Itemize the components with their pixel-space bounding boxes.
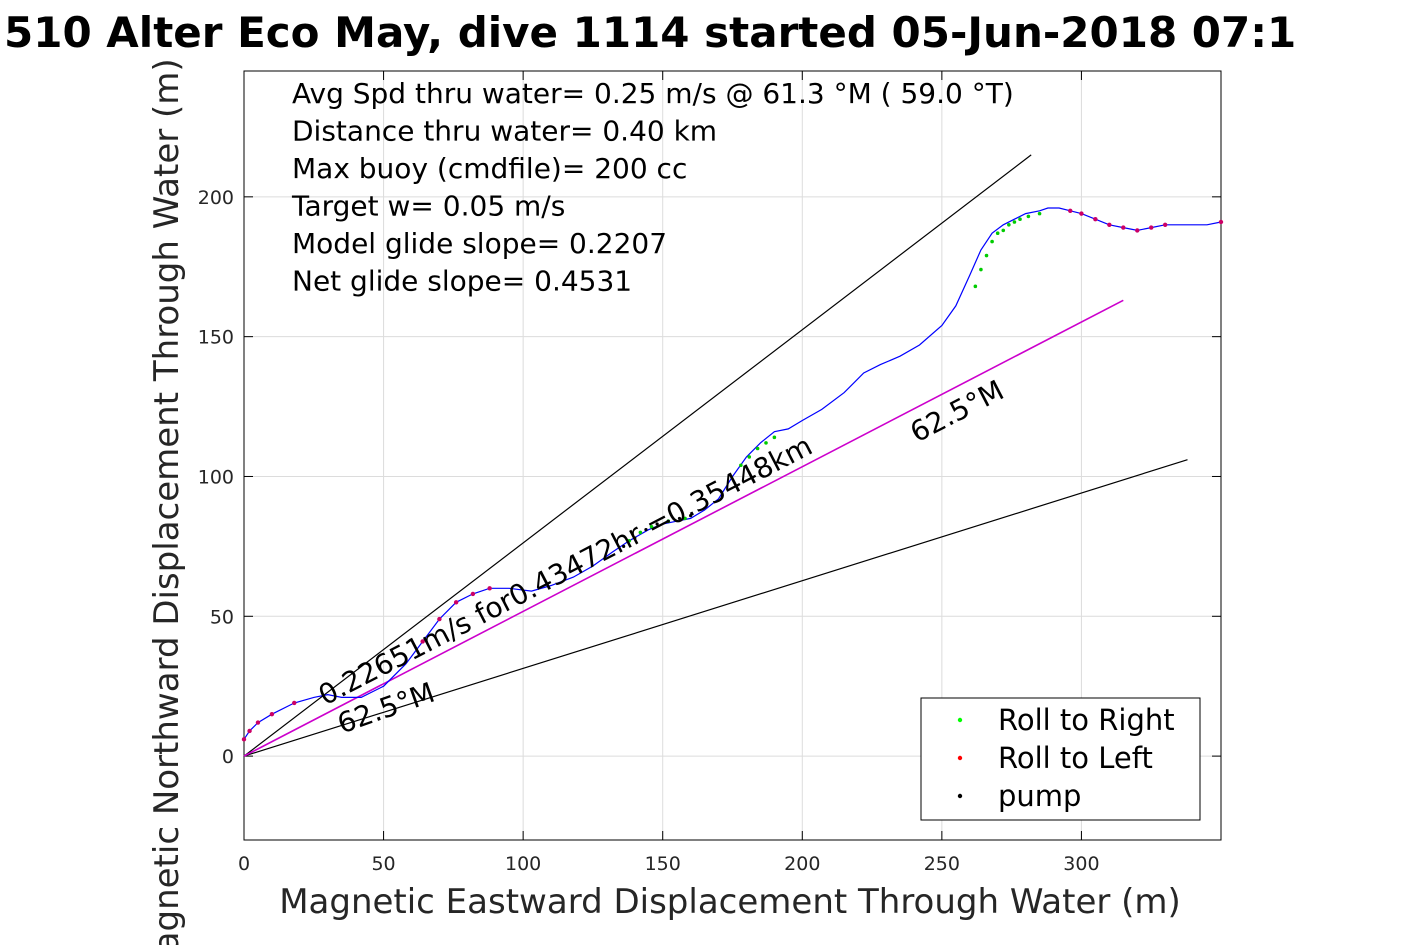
- roll-right-point: [772, 435, 777, 440]
- chart-title: 510 Alter Eco May, dive 1114 started 05-…: [4, 8, 1296, 57]
- x-tick-label: 150: [645, 853, 681, 875]
- track-point: [453, 600, 459, 605]
- heading-label-upper: 62.5°M: [905, 374, 1009, 450]
- roll-right-point: [984, 253, 989, 258]
- track-point: [420, 639, 425, 644]
- legend-marker-1: [957, 717, 963, 723]
- track-point: [1068, 208, 1073, 214]
- legend-box: [920, 697, 1201, 821]
- roll-right-point: [1007, 223, 1011, 227]
- legend-marker-2: [957, 755, 963, 761]
- x-axis-label: Magnetic Eastward Displacement Through W…: [279, 882, 1181, 922]
- heading-line: [243, 299, 1124, 757]
- x-tick-label: 50: [371, 853, 395, 875]
- roll-right-point: [1037, 211, 1042, 216]
- y-tick-label: 150: [198, 327, 234, 349]
- pump-point: [677, 516, 682, 521]
- legend: Roll to Right Roll to Left pump: [920, 697, 1201, 821]
- cone-line-1: [243, 154, 1032, 757]
- pump-point: [644, 528, 648, 532]
- roll-right-point: [764, 441, 768, 445]
- axis-ticks: 0 50 100 150 200 250 300 0 50 100 150 200: [198, 71, 1221, 875]
- track-point: [1149, 225, 1154, 230]
- net-speed-annotation: 0.22651m/s for0.43472hr =0.35448km: [313, 429, 818, 712]
- pump-point: [666, 519, 670, 523]
- pump-point: [689, 514, 693, 518]
- track-point: [1162, 222, 1168, 227]
- cone-line-2: [243, 459, 1188, 757]
- pump-point: [655, 522, 659, 526]
- y-tick-label: 100: [198, 466, 234, 488]
- roll-right-point: [1001, 228, 1006, 233]
- legend-label-3: pump: [998, 779, 1081, 813]
- track-point: [241, 737, 247, 742]
- info-line-1: Avg Spd thru water= 0.25 m/s @ 61.3 °M (…: [292, 77, 1014, 110]
- track-point: [1107, 222, 1112, 227]
- info-line-3: Max buoy (cmdfile)= 200 cc: [292, 152, 687, 185]
- pump-point: [622, 544, 626, 548]
- info-line-2: Distance thru water= 0.40 km: [292, 115, 717, 148]
- roll-right-point: [995, 231, 1000, 235]
- plot-frame: [243, 70, 1222, 841]
- track-point: [487, 586, 492, 591]
- roll-right-point: [973, 284, 978, 289]
- info-line-6: Net glide slope= 0.4531: [292, 265, 632, 298]
- x-tick-label: 250: [924, 853, 960, 875]
- chart-marks: [241, 154, 1224, 757]
- track-point: [292, 700, 297, 706]
- roll-right-point: [747, 455, 752, 459]
- grid: [243, 71, 1221, 840]
- track-point: [247, 728, 252, 734]
- x-tick-label: 200: [784, 853, 820, 875]
- pump-point: [633, 536, 637, 540]
- roll-right-point: [990, 239, 994, 244]
- roll-right-point: [1012, 220, 1017, 224]
- track-point: [437, 616, 442, 622]
- roll-right-point: [683, 516, 687, 521]
- track-point: [1218, 219, 1224, 225]
- legend-label-1: Roll to Right: [998, 703, 1175, 737]
- roll-right-point: [979, 267, 983, 272]
- roll-right-point: [755, 446, 760, 451]
- y-tick-label: 50: [210, 606, 234, 628]
- y-tick-label: 200: [198, 187, 234, 209]
- track-point: [255, 720, 261, 725]
- track-point: [1093, 217, 1098, 222]
- x-tick-label: 0: [238, 853, 250, 875]
- info-line-4: Target w= 0.05 m/s: [291, 190, 565, 223]
- roll-right-point: [649, 525, 654, 529]
- roll-right-point: [739, 463, 743, 468]
- track-point: [470, 591, 476, 597]
- x-tick-label: 100: [505, 853, 541, 875]
- info-text-block: Avg Spd thru water= 0.25 m/s @ 61.3 °M (…: [291, 77, 1014, 298]
- roll-right-point: [638, 530, 643, 535]
- roll-right-point: [1018, 217, 1022, 222]
- y-tick-label: 0: [222, 746, 234, 768]
- track-point: [1135, 228, 1140, 233]
- roll-right-point: [1026, 214, 1031, 219]
- roll-right-point: [627, 538, 632, 543]
- info-line-5: Model glide slope= 0.2207: [292, 227, 667, 260]
- track-line: [243, 207, 1222, 740]
- legend-label-2: Roll to Left: [998, 741, 1153, 775]
- legend-marker-3: [957, 793, 963, 799]
- x-tick-label: 300: [1063, 853, 1099, 875]
- track-point: [269, 711, 275, 717]
- track-point: [1079, 211, 1084, 216]
- track-point: [1121, 225, 1126, 230]
- y-axis-label: Magnetic Northward Displacement Through …: [147, 58, 187, 945]
